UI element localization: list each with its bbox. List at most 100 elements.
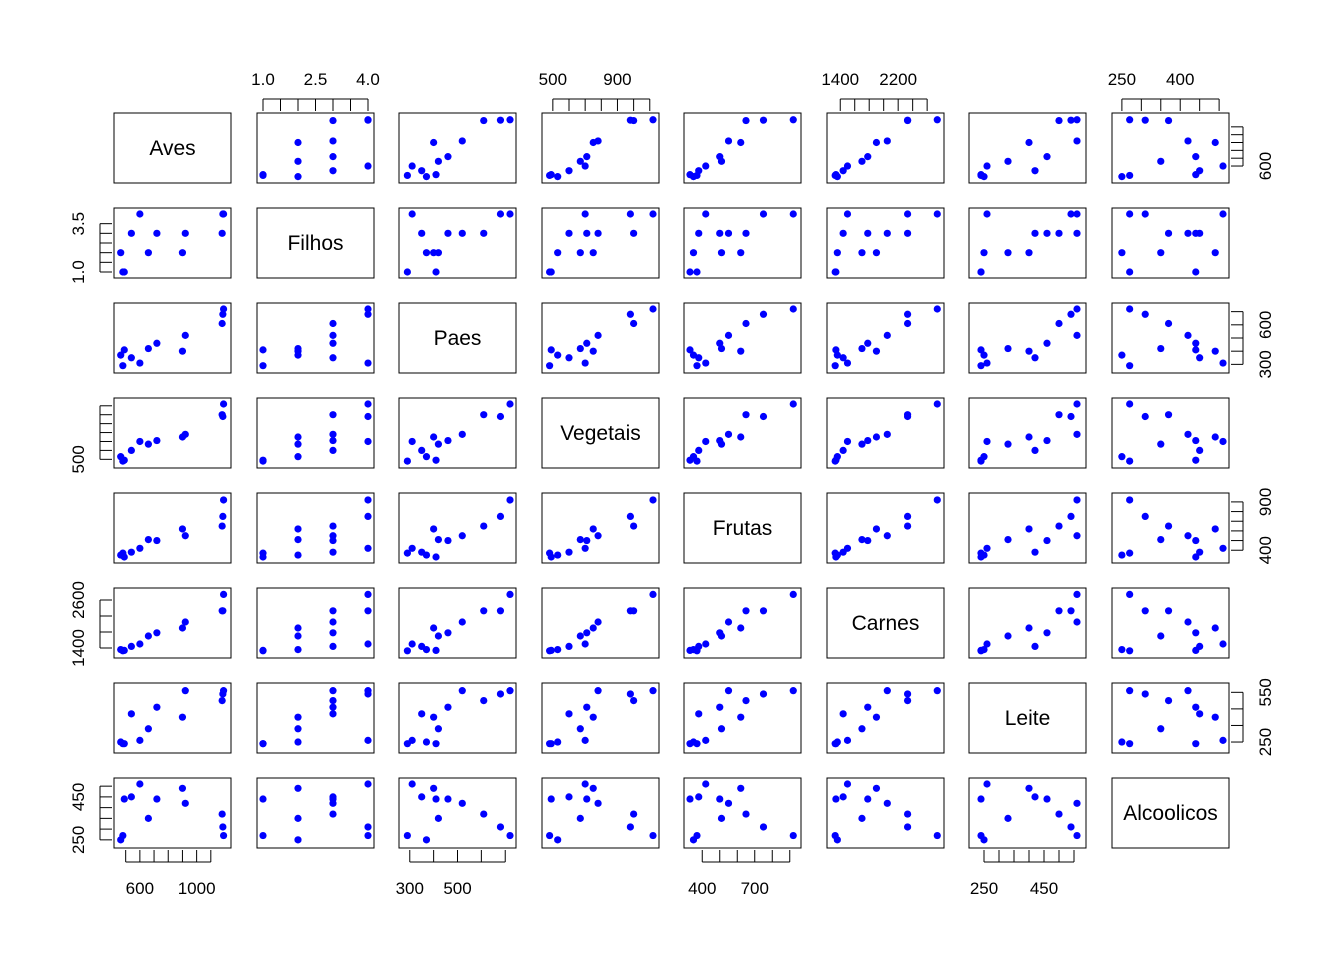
data-point-8 xyxy=(136,437,144,446)
panel-Vegetais-vs-Frutas xyxy=(683,397,802,469)
data-point-7 xyxy=(1004,440,1012,448)
data-point-2 xyxy=(626,690,634,698)
data-point-2 xyxy=(496,116,505,124)
tick-label: 600 xyxy=(1256,311,1275,339)
data-point-4 xyxy=(883,799,891,807)
data-point-2 xyxy=(759,412,768,421)
data-point-8 xyxy=(983,640,991,648)
data-point-3 xyxy=(630,697,638,705)
data-point-4 xyxy=(1073,532,1081,540)
data-point-2 xyxy=(1141,310,1149,318)
data-point-5 xyxy=(178,784,187,792)
data-point-7 xyxy=(434,536,443,544)
tick-label: 550 xyxy=(1256,678,1275,706)
tick-label: 300 xyxy=(1256,350,1275,378)
panel-frame xyxy=(683,682,802,754)
data-point-12 xyxy=(980,249,988,257)
panel-Paes-vs-Vegetais xyxy=(541,302,660,374)
data-point-8 xyxy=(983,162,991,170)
x-axis-Leite: 250 450 xyxy=(970,850,1075,898)
data-point-6 xyxy=(1043,629,1051,637)
data-point-12 xyxy=(689,453,698,461)
data-point-7 xyxy=(858,157,866,165)
panel-Filhos-vs-Alcoolicos xyxy=(1111,207,1230,279)
data-point-1 xyxy=(364,831,372,840)
data-point-5 xyxy=(737,784,745,792)
data-point-2 xyxy=(364,116,372,124)
data-point-3 xyxy=(480,116,488,125)
panel-frame xyxy=(113,397,232,469)
data-point-4 xyxy=(724,799,733,807)
panel-Alcoolicos-vs-Paes xyxy=(398,777,517,849)
data-point-6 xyxy=(153,703,161,711)
panel-Paes-vs-Alcoolicos xyxy=(1111,302,1230,374)
panel-Paes-vs-Paes: Paes xyxy=(398,302,517,374)
data-point-6 xyxy=(153,339,161,347)
data-point-12 xyxy=(833,453,841,461)
data-point-5 xyxy=(589,138,597,147)
data-point-11 xyxy=(259,740,267,748)
data-point-3 xyxy=(1164,411,1173,419)
data-point-6 xyxy=(444,703,452,711)
panel-frame xyxy=(113,302,232,374)
data-point-9 xyxy=(565,793,573,801)
panel-Carnes-vs-Leite xyxy=(968,587,1087,659)
data-point-8 xyxy=(581,210,589,218)
data-point-12 xyxy=(833,173,841,181)
data-point-11 xyxy=(403,549,411,557)
data-point-8 xyxy=(408,437,416,446)
data-point-9 xyxy=(839,446,847,454)
data-point-12 xyxy=(689,646,698,654)
tick-label: 700 xyxy=(741,879,769,898)
data-point-7 xyxy=(858,536,866,544)
data-point-6 xyxy=(444,436,452,445)
tick-label: 250 xyxy=(1256,728,1275,756)
data-point-5 xyxy=(430,138,438,147)
data-point-12 xyxy=(1118,551,1126,559)
panel-frame xyxy=(1111,302,1230,374)
tick-label: 250 xyxy=(69,826,88,854)
panel-Alcoolicos-vs-Vegetais xyxy=(541,777,660,849)
panel-frame xyxy=(1111,397,1230,469)
data-point-5 xyxy=(737,433,745,441)
data-point-8 xyxy=(1219,640,1227,648)
data-point-12 xyxy=(1118,646,1126,654)
data-point-3 xyxy=(903,810,912,818)
data-point-3 xyxy=(1164,229,1173,237)
data-point-11 xyxy=(403,647,411,655)
data-point-3 xyxy=(742,697,750,705)
data-point-10 xyxy=(686,268,694,276)
data-point-6 xyxy=(1192,339,1200,347)
panel-frame xyxy=(256,112,375,184)
data-point-4 xyxy=(329,430,337,438)
tick-label: 500 xyxy=(69,445,88,473)
data-point-7 xyxy=(1157,632,1165,640)
y-axis-Leite: 250 550 xyxy=(1231,678,1275,756)
panel-frame xyxy=(256,397,375,469)
data-point-6 xyxy=(716,703,724,711)
panel-frame xyxy=(968,587,1087,659)
panel-Filhos-vs-Filhos: Filhos xyxy=(256,207,375,279)
data-point-9 xyxy=(329,548,337,556)
data-point-5 xyxy=(294,784,302,792)
panel-frame xyxy=(826,112,945,184)
panel-Vegetais-vs-Aves xyxy=(113,397,232,469)
data-point-7 xyxy=(858,440,866,448)
data-point-12 xyxy=(1118,249,1126,257)
panel-Paes-vs-Leite xyxy=(968,302,1087,374)
data-point-2 xyxy=(364,412,372,421)
data-point-6 xyxy=(1192,536,1200,545)
data-point-6 xyxy=(444,795,452,803)
panel-frame xyxy=(1111,207,1230,279)
variable-label-Filhos: Filhos xyxy=(287,232,343,255)
panel-Leite-vs-Vegetais xyxy=(541,682,660,754)
data-point-3 xyxy=(1055,116,1063,125)
panel-Frutas-vs-Frutas: Frutas xyxy=(683,492,802,564)
data-point-3 xyxy=(1164,697,1173,705)
data-point-2 xyxy=(1067,412,1075,421)
panel-frame xyxy=(1111,777,1230,849)
data-point-3 xyxy=(630,522,638,530)
data-point-7 xyxy=(717,632,726,640)
data-point-3 xyxy=(1164,116,1173,125)
data-point-1 xyxy=(933,400,941,408)
